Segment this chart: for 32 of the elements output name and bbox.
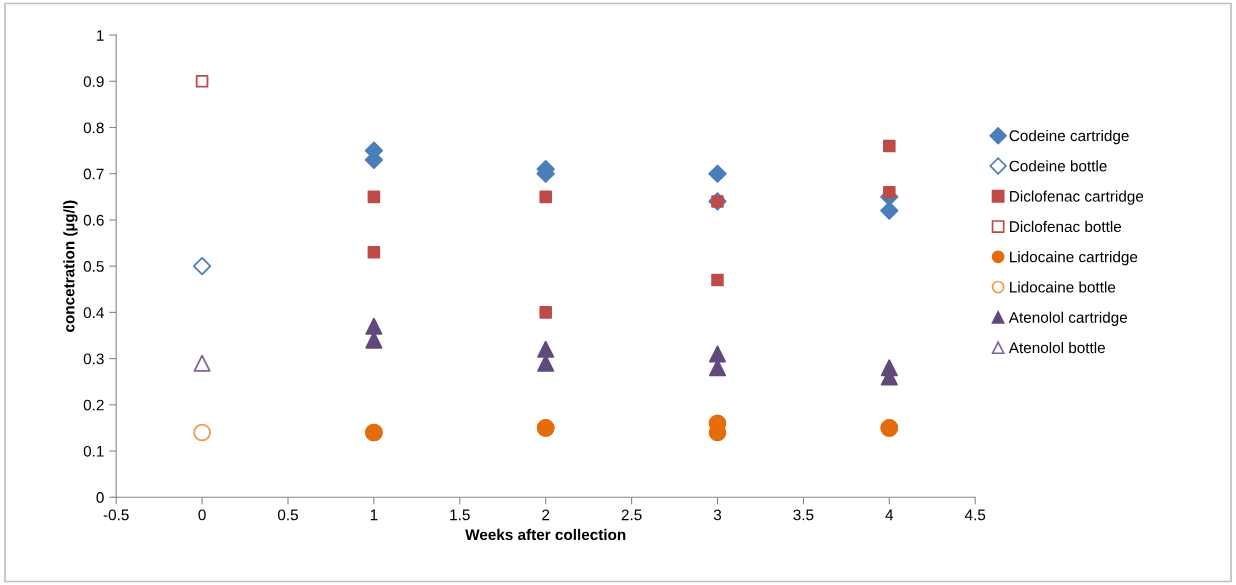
x-tick-label: 2.5 bbox=[621, 509, 642, 521]
x-tick-label: 4.5 bbox=[964, 509, 986, 521]
y-tick-label: 0.5 bbox=[83, 261, 104, 272]
legend-label: Codeine bottle bbox=[1009, 160, 1107, 172]
legend-label: Atenolol bottle bbox=[1008, 341, 1105, 354]
x-tick-label: 3.5 bbox=[793, 509, 814, 521]
y-tick-label: 0.6 bbox=[83, 214, 104, 226]
y-tick-label: 0.2 bbox=[83, 399, 104, 411]
legend-label: Diclofenac cartridge bbox=[1010, 190, 1144, 205]
x-tick-label: 1 bbox=[370, 509, 378, 521]
x-tick-label: 0.5 bbox=[277, 509, 298, 521]
y-axis-title: concetration (µg/l) bbox=[63, 200, 78, 332]
y-tick-label: 0.4 bbox=[83, 307, 104, 319]
x-tick-label: 4 bbox=[885, 509, 894, 521]
legend-label: Codeine cartridge bbox=[1009, 129, 1129, 145]
x-tick-label: 1.5 bbox=[450, 509, 470, 521]
x-tick-label: 2 bbox=[542, 509, 550, 521]
x-tick-label: 3 bbox=[713, 509, 722, 521]
x-tick-label: -0.5 bbox=[103, 509, 129, 521]
legend-label: Atenolol cartridge bbox=[1008, 311, 1128, 326]
legend-label: Diclofenac bottle bbox=[1010, 220, 1122, 233]
y-tick-label: 0.3 bbox=[83, 353, 104, 365]
y-tick-label: 0 bbox=[96, 492, 104, 503]
y-tick-label: 0.7 bbox=[83, 168, 104, 180]
y-tick-label: 0.9 bbox=[83, 76, 104, 87]
y-tick-label: 0.8 bbox=[83, 122, 104, 134]
y-tick-label: 0.1 bbox=[83, 445, 104, 457]
x-axis-title: Weeks after collection bbox=[465, 528, 626, 541]
x-tick-label: 0 bbox=[198, 509, 206, 521]
y-tick-label: 1 bbox=[97, 30, 104, 41]
legend-label: Lidocaine bottle bbox=[1010, 281, 1116, 293]
legend-label: Lidocaine cartridge bbox=[1010, 251, 1138, 266]
